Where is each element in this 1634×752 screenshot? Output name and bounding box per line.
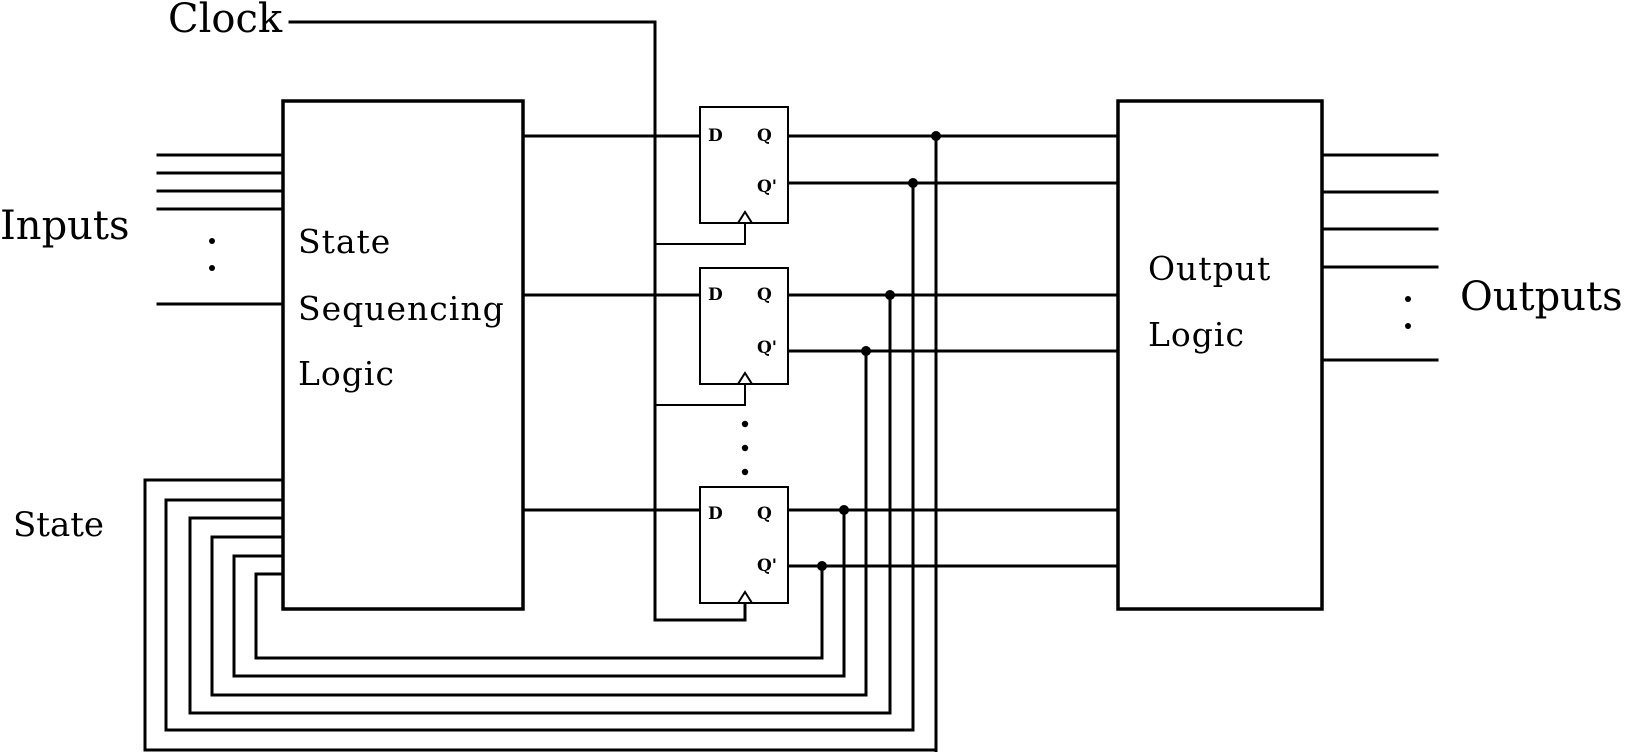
pin-qn-label: Q' (757, 556, 777, 576)
output-lines (1320, 153, 1439, 362)
pin-q-label: Q (757, 504, 772, 524)
input-lines (156, 153, 285, 306)
junction-dot (839, 505, 849, 515)
block-label-line: Sequencing (298, 289, 505, 328)
pin-d-label: D (708, 126, 723, 146)
inputs-label: Inputs (0, 203, 130, 249)
block-label-line: Logic (1148, 315, 1245, 354)
ellipsis-dot (741, 444, 749, 452)
output-logic-block: Output Logic (1116, 99, 1324, 611)
junction-dot (931, 131, 941, 141)
ellipsis-dot (741, 420, 749, 428)
state-feedback-loops (143, 133, 938, 752)
ellipsis-dot (209, 265, 215, 271)
ellipsis-dot (1405, 296, 1411, 302)
pin-qn-label: Q' (757, 338, 777, 358)
pin-qn-label: Q' (757, 177, 777, 197)
state-label: State (13, 505, 104, 545)
junction-dot (817, 561, 827, 571)
pin-q-label: Q (757, 126, 772, 146)
block-label-line: Logic (298, 354, 395, 393)
pin-d-label: D (708, 285, 723, 305)
junction-dots (817, 131, 941, 571)
block-label-line: Output (1148, 249, 1271, 288)
flipflop-ellipsis (741, 420, 749, 476)
outputs-label: Outputs (1460, 274, 1623, 320)
junction-dot (861, 346, 871, 356)
pin-d-label: D (708, 504, 723, 524)
pin-q-label: Q (757, 285, 772, 305)
flip-flop: D Q Q' (699, 486, 789, 604)
block-label-line: State (298, 222, 391, 261)
junction-dot (885, 290, 895, 300)
ellipsis-dot (1405, 323, 1411, 329)
flip-flop: D Q Q' (699, 106, 789, 224)
flipflop-output-lines (786, 134, 1120, 568)
ellipsis-dot (741, 468, 749, 476)
junction-dot (908, 178, 918, 188)
state-sequencing-logic-block: State Sequencing Logic (281, 99, 525, 611)
ellipsis-dot (209, 238, 215, 244)
next-state-lines (516, 134, 702, 512)
clock-wiring (288, 20, 747, 622)
flip-flop: D Q Q' (699, 267, 789, 385)
clock-label: Clock (168, 0, 283, 42)
